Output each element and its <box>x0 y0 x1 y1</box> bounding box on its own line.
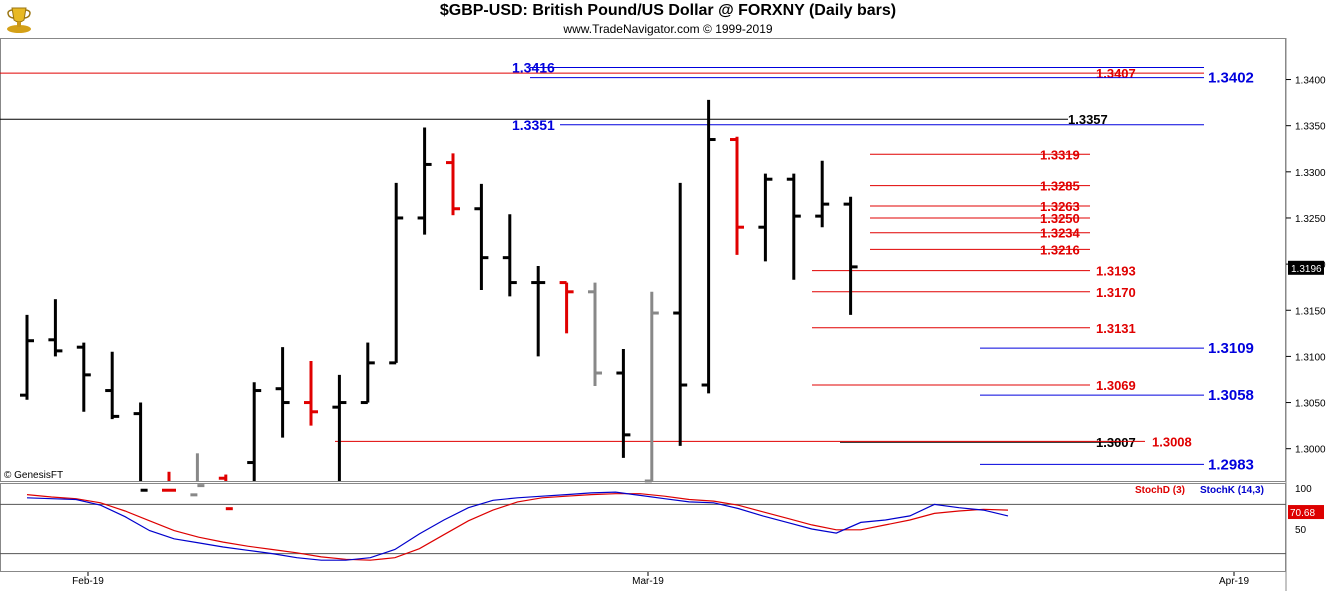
price-tick-label: 1.3050 <box>1295 399 1326 410</box>
level-label: 1.3351 <box>512 117 555 133</box>
price-tick-label: 1.3150 <box>1295 306 1326 317</box>
ohlc-bar <box>20 314 34 400</box>
ohlc-bar <box>133 402 148 492</box>
trophy-logo-icon <box>7 7 31 33</box>
level-label: 1.3007 <box>1096 435 1136 450</box>
level-label: 1.3058 <box>1208 387 1254 404</box>
stoch-tick-label: 50 <box>1295 525 1307 536</box>
level-label: 1.3250 <box>1040 211 1080 226</box>
date-tick-label: Feb-19 <box>72 576 104 587</box>
stoch-k-legend: StochK (14,3) <box>1200 485 1264 496</box>
ohlc-bar <box>559 281 574 334</box>
chart-title: $GBP-USD: British Pound/US Dollar @ FORX… <box>439 2 897 19</box>
ohlc-bar <box>502 214 517 297</box>
stoch-value-label: 70.68 <box>1290 508 1315 519</box>
ohlc-bar <box>588 282 602 386</box>
date-tick-label: Apr-19 <box>1219 576 1249 587</box>
ohlc-bar <box>786 173 801 280</box>
ohlc-bar <box>758 173 773 262</box>
level-label: 1.3285 <box>1040 179 1080 194</box>
chart-header: $GBP-USD: British Pound/US Dollar @ FORX… <box>0 0 1336 38</box>
chart-subtitle: www.TradeNavigator.com © 1999-2019 <box>563 22 773 36</box>
ohlc-bar <box>446 153 460 216</box>
level-label: 1.3263 <box>1040 199 1080 214</box>
ohlc-bar <box>304 361 318 426</box>
price-tick-label: 1.3400 <box>1295 76 1326 87</box>
axis-strip <box>1286 38 1336 591</box>
ohlc-bar <box>673 182 688 446</box>
stochastic-panel: StochD (3) StochK (14,3) 100 50 70.68 <box>0 484 1324 561</box>
price-axis: 1.34001.33501.33001.32501.32001.31501.31… <box>1286 76 1326 456</box>
ohlc-bar <box>730 136 744 255</box>
level-label: 1.3170 <box>1096 285 1136 300</box>
ohlc-bar <box>105 351 120 420</box>
price-tick-label: 1.3300 <box>1295 168 1326 179</box>
level-label: 1.3008 <box>1152 434 1192 449</box>
stoch-panel-frame <box>0 483 1286 572</box>
level-label: 1.3402 <box>1208 70 1254 87</box>
level-label: 1.3407 <box>1096 66 1136 81</box>
level-label: 1.3234 <box>1040 226 1081 241</box>
price-tick-label: 1.3250 <box>1295 214 1326 225</box>
ohlc-bar <box>815 160 830 228</box>
date-tick-label: Mar-19 <box>632 576 664 587</box>
level-label: 1.3193 <box>1096 264 1136 279</box>
ohlc-bar <box>218 474 233 511</box>
price-tick-label: 1.3350 <box>1295 122 1326 133</box>
last-price-label: 1.3196 <box>1291 264 1322 275</box>
ohlc-bar <box>644 291 659 483</box>
ohlc-bar <box>48 299 63 357</box>
ohlc-bar <box>616 349 631 458</box>
level-label: 1.3069 <box>1096 378 1136 393</box>
ohlc-bar <box>76 342 91 412</box>
level-label: 1.3216 <box>1040 242 1080 257</box>
date-axis: Feb-19 Mar-19 Apr-19 <box>72 572 1249 587</box>
ohlc-bar <box>843 196 858 315</box>
ohlc-bar <box>701 99 716 394</box>
level-label: 1.3131 <box>1096 321 1136 336</box>
last-price-box <box>1288 260 1324 275</box>
price-panel-frame <box>0 38 1286 482</box>
ohlc-bar <box>332 374 347 481</box>
ohlc-bar <box>190 453 205 497</box>
ohlc-bar <box>360 342 375 405</box>
price-tick-label: 1.3000 <box>1295 445 1326 456</box>
ohlc-bar <box>247 382 262 481</box>
stoch-tick-label: 100 <box>1295 484 1312 495</box>
copyright-label: © GenesisFT <box>4 470 63 481</box>
level-label: 1.3416 <box>512 60 555 76</box>
level-label: 1.3319 <box>1040 147 1080 162</box>
ohlc-bar <box>531 265 546 357</box>
ohlc-bar <box>275 347 290 438</box>
level-label: 1.3357 <box>1068 112 1108 127</box>
ohlc-bar <box>474 183 489 290</box>
level-label: 1.2983 <box>1208 456 1254 473</box>
stoch-value-box <box>1288 505 1324 520</box>
support-resistance-lines: 1.3416 1.3407 1.3402 1.3357 1.3351 1.3319 1.32… <box>0 60 1254 473</box>
stoch-d-legend: StochD (3) <box>1135 485 1185 496</box>
ohlc-bar <box>162 471 176 492</box>
ohlc-bar <box>417 127 432 235</box>
ohlc-bars <box>20 99 858 511</box>
ohlc-bar <box>389 182 404 365</box>
stoch-k-line <box>26 491 1009 561</box>
level-label: 1.3109 <box>1208 340 1254 357</box>
price-tick-label: 1.3100 <box>1295 352 1326 363</box>
